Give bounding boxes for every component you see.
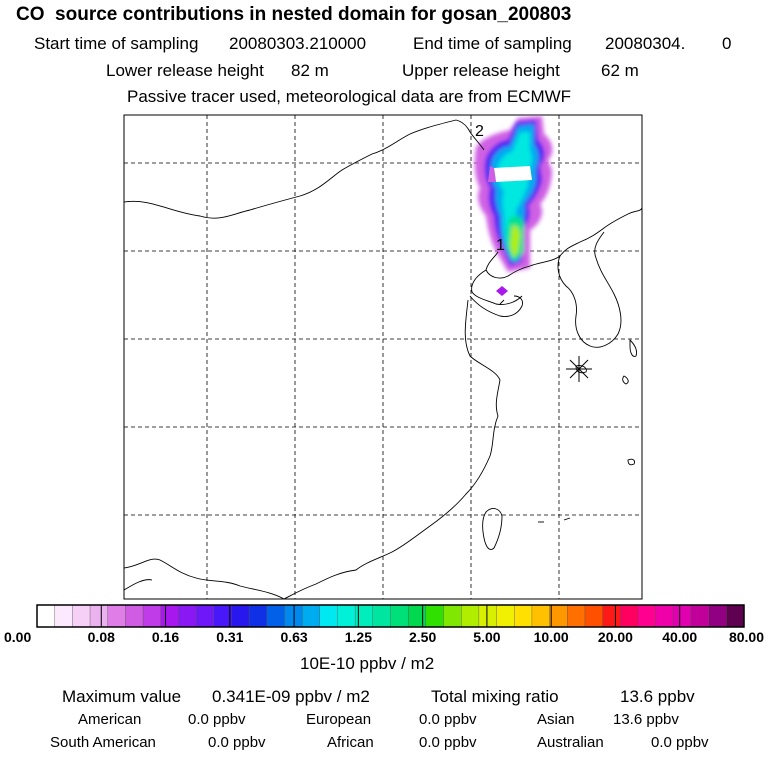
max-value-label: Maximum value (62, 687, 182, 706)
colorbar-tick-label: 20.00 (597, 629, 633, 645)
max-value: 0.341E-09 ppbv / m2 (212, 687, 370, 706)
colorbar-cell (407, 604, 427, 628)
colorbar-cell (178, 604, 197, 628)
region-european-label: European (306, 711, 372, 728)
colorbar-cell (390, 604, 409, 628)
colorbar-cell (443, 604, 462, 628)
colorbar-cell (620, 604, 639, 628)
lower-height-value: 82 m (291, 61, 329, 80)
upper-height-label: Upper release height (402, 61, 560, 80)
concentration-plume (474, 116, 553, 296)
start-time-label: Start time of sampling (34, 34, 199, 53)
colorbar-tick-label: 0.63 (280, 629, 308, 645)
end-time-label: End time of sampling (413, 34, 572, 53)
colorbar-cell (690, 604, 710, 628)
region-australian-label: Australian (537, 734, 604, 751)
region-african-label: African (327, 734, 374, 751)
colorbar-cell (107, 604, 126, 628)
colorbar-tick-label: 2.50 (409, 629, 437, 645)
asterisk-receptor-icon (566, 356, 592, 382)
region-asian-value: 13.6 ppbv (613, 711, 679, 728)
total-mixing-value: 13.6 ppbv (620, 687, 695, 706)
region-american-label: American (78, 711, 142, 728)
colorbar-cell (266, 604, 285, 628)
colorbar-cell (213, 604, 232, 628)
colorbar-cell (514, 604, 533, 628)
start-time-value: 20080303.210000 (229, 34, 367, 53)
colorbar-cell (195, 604, 215, 628)
colorbar-tick-label: 80.00 (728, 629, 764, 645)
end-time-suffix: 0 (722, 34, 732, 53)
colorbar-cell (673, 604, 692, 628)
colorbar-cell (531, 604, 551, 628)
colorbar-cells (36, 604, 745, 628)
colorbar-tick-label: 0.31 (216, 629, 244, 645)
colorbar-cell (708, 604, 727, 628)
colorbar-cell (231, 604, 250, 628)
region-european-value: 0.0 ppbv (419, 711, 477, 728)
colorbar-cell (461, 604, 480, 628)
colorbar-tick-label: 40.00 (662, 629, 698, 645)
colorbar-cell (337, 604, 356, 628)
colorbar-cell (248, 604, 268, 628)
colorbar-cell (354, 604, 374, 628)
colorbar-unit: 10E-10 ppbv / m2 (300, 654, 435, 673)
colorbar-tick-label: 0.16 (151, 629, 180, 645)
map-marker-1: 1 (496, 237, 505, 254)
colorbar-cell (372, 604, 392, 628)
region-american-value: 0.0 ppbv (188, 711, 246, 728)
colorbar-cell (567, 604, 586, 628)
colorbar-tick-label: 0.00 (4, 629, 32, 645)
colorbar-cell (496, 604, 515, 628)
lower-height-label: Lower release height (106, 61, 264, 80)
total-mixing-label: Total mixing ratio (431, 687, 559, 706)
colorbar-frame (36, 604, 745, 628)
region-australian-value: 0.0 ppbv (651, 734, 709, 751)
colorbar-cell (301, 604, 321, 628)
colorbar-cell (584, 604, 604, 628)
plot-title: CO source contributions in nested domain… (16, 4, 572, 25)
colorbar-tick-label: 5.00 (473, 629, 501, 645)
colorbar-cell (36, 604, 56, 628)
colorbar-cell (549, 604, 568, 628)
colorbar-cell (425, 604, 445, 628)
colorbar-cell (655, 604, 674, 628)
region-south-american-label: South American (50, 734, 156, 751)
colorbar-cell (125, 604, 144, 628)
colorbar-cell (637, 604, 657, 628)
upper-height-value: 62 m (601, 61, 639, 80)
colorbar-cell (72, 604, 91, 628)
colorbar-cell (284, 604, 303, 628)
colorbar-cell (54, 604, 73, 628)
colorbar-tick-label: 0.08 (87, 629, 115, 645)
region-south-american-value: 0.0 ppbv (208, 734, 266, 751)
colorbar-tick-label: 1.25 (344, 629, 372, 645)
grid-lines (124, 115, 642, 599)
map-marker-2: 2 (475, 123, 484, 140)
colorbar-cell (89, 604, 109, 628)
colorbar-cell (142, 604, 162, 628)
colorbar-cell (319, 604, 338, 628)
tracer-note: Passive tracer used, meteorological data… (127, 87, 572, 106)
region-african-value: 0.0 ppbv (419, 734, 477, 751)
colorbar-cell (160, 604, 179, 628)
end-time-value: 20080304. (605, 34, 686, 53)
region-asian-label: Asian (537, 711, 575, 728)
colorbar-cell (726, 604, 745, 628)
colorbar-cell (602, 604, 621, 628)
coastlines (124, 119, 642, 599)
colorbar-cell (478, 604, 498, 628)
colorbar-tick-label: 10.00 (533, 629, 569, 645)
